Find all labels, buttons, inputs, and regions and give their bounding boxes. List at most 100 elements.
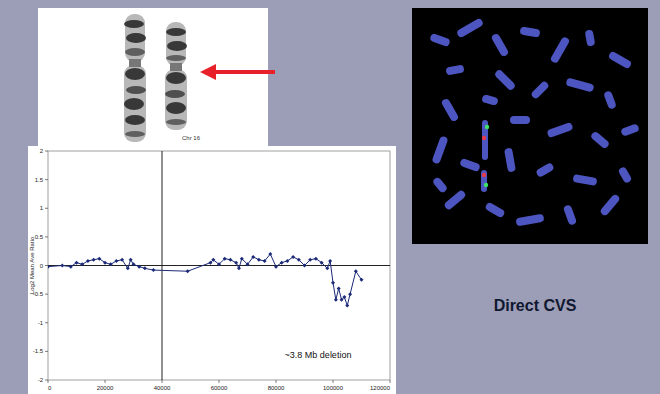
y-tick (45, 208, 48, 209)
fish-panel (412, 8, 648, 244)
data-point (251, 255, 255, 259)
data-point (274, 265, 278, 269)
y-tick (45, 351, 48, 352)
data-point (331, 281, 335, 285)
data-point (337, 286, 341, 290)
y-tick (45, 236, 48, 237)
metaphase-chromosome (550, 36, 571, 64)
data-point (80, 262, 84, 266)
fish-signal (482, 136, 486, 140)
data-point (263, 259, 267, 263)
fish-signal (485, 125, 489, 129)
metaphase-chromosome (590, 131, 610, 150)
data-point (120, 258, 124, 262)
chart-background (28, 146, 396, 394)
plot-area (48, 151, 390, 380)
metaphase-chromosome (585, 29, 596, 46)
metaphase-chromosome (443, 189, 467, 211)
fish-background (412, 8, 648, 244)
x-tick (333, 380, 334, 383)
metaphase-chromosome (441, 98, 460, 123)
data-point (109, 262, 113, 266)
x-tick-label: 20000 (97, 385, 114, 391)
data-point (334, 298, 338, 302)
data-point (208, 261, 212, 265)
metaphase-chromosome (481, 170, 487, 192)
y-tick (45, 151, 48, 152)
arrow-head (200, 64, 216, 80)
x-tick-label: 40000 (154, 385, 171, 391)
karyogram-label: Chr 16 (182, 135, 201, 141)
y-tick-label: 1 (40, 205, 44, 211)
data-point (285, 259, 289, 263)
data-point (86, 259, 90, 263)
chromosome-arm (166, 22, 186, 66)
data-point (69, 265, 73, 269)
y-tick (45, 322, 48, 323)
metaphase-chromosome (491, 33, 510, 58)
x-tick-label: 100000 (323, 385, 344, 391)
chromosome (124, 14, 146, 142)
metaphase-chromosome (429, 33, 451, 47)
y-tick (45, 265, 48, 266)
data-point (186, 269, 190, 273)
metaphase-chromosome (535, 162, 555, 178)
data-point (340, 298, 344, 302)
x-tick (105, 380, 106, 383)
data-point (132, 262, 136, 266)
data-point (314, 257, 318, 261)
data-point (354, 269, 358, 273)
data-point (345, 304, 349, 308)
metaphase-chromosome (608, 51, 633, 70)
x-tick-label: 60000 (211, 385, 228, 391)
chromosome-band (125, 48, 145, 56)
chromosome-band (166, 119, 186, 125)
chromosome-band (126, 33, 146, 43)
y-tick-label: 1.5 (35, 177, 44, 183)
y-tick-label: 2 (40, 148, 44, 154)
data-point (126, 266, 130, 270)
y-tick-label: 0.5 (35, 234, 44, 240)
metaphase-chromosome (599, 193, 621, 217)
x-tick-label: 80000 (268, 385, 285, 391)
chromosome (165, 22, 187, 130)
data-point (48, 265, 50, 269)
x-tick-label: 0 (48, 385, 52, 391)
data-point (328, 259, 332, 263)
data-point (280, 261, 284, 265)
metaphase-chromosome (620, 123, 640, 137)
data-point (137, 265, 141, 269)
data-point (360, 278, 364, 282)
y-axis-label: Log2 Mean Ave Ratio (29, 236, 35, 294)
metaphase-chromosome (494, 69, 517, 92)
chart: -2-1.5-1-0.500.511.520200004000060000800… (28, 146, 396, 394)
metaphase-chromosome (603, 90, 617, 110)
data-point (297, 258, 301, 262)
y-tick-label: 0 (40, 263, 44, 269)
metaphase-chromosome (546, 122, 573, 138)
metaphase-chromosome (431, 135, 448, 164)
data-point (114, 259, 118, 263)
chromosome-band (124, 98, 144, 110)
data-point (223, 257, 227, 261)
chromosome-band (165, 90, 185, 98)
metaphase-chromosome (572, 174, 597, 186)
chromosome-band (166, 72, 186, 84)
metaphase-chromosome (504, 147, 516, 172)
centromere (129, 59, 141, 67)
y-tick (45, 294, 48, 295)
data-point (240, 257, 244, 261)
metaphase-chromosome (445, 64, 464, 75)
data-point (234, 261, 238, 265)
chromosome-band (126, 86, 146, 94)
chromosome-band (124, 20, 144, 28)
data-point (92, 258, 96, 262)
data-point (268, 252, 272, 256)
x-tick (276, 380, 277, 383)
y-tick (45, 179, 48, 180)
data-line (48, 254, 362, 306)
data-point (303, 264, 307, 268)
karyogram-background (38, 8, 268, 148)
data-point (348, 292, 352, 296)
data-point (257, 258, 261, 262)
